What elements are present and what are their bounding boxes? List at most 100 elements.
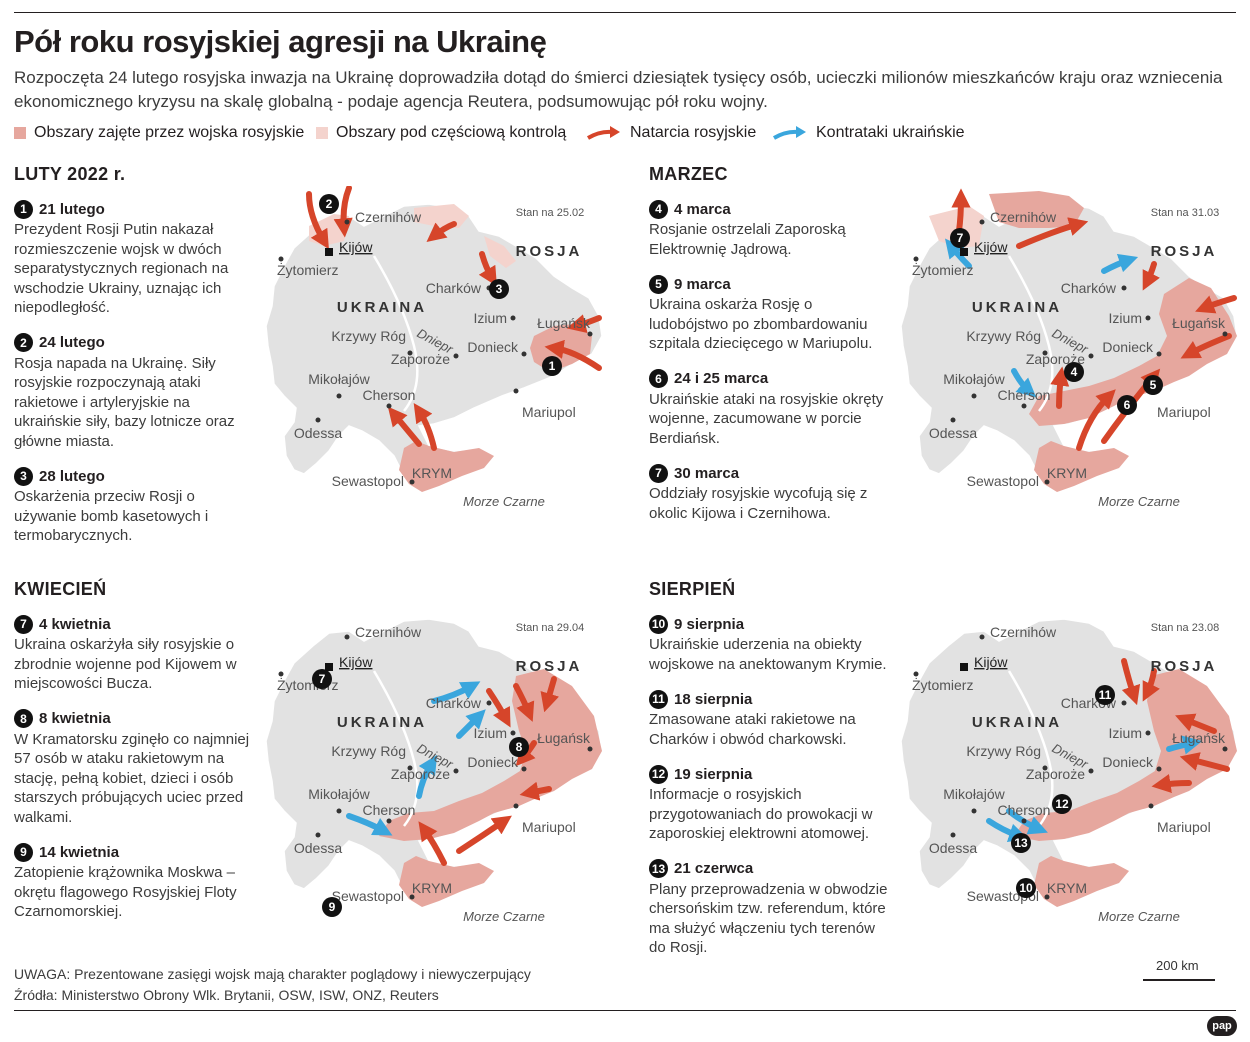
city-dot [1156,351,1162,357]
legend-ukrainian-label: Kontrataki ukraińskie [816,124,965,141]
event-item: 12 19 sierpnia Informacje o rosyjskich prz… [649,763,889,844]
event-description: Oskarżenia przeciw Rosji o używanie bomb… [14,488,209,544]
event-list: 1 21 lutego Prezydent Rosji Putin nakazał … [14,198,254,560]
city-label-odessa: Odessa [929,840,977,856]
city-dot [409,479,415,485]
russian-advance-arrow [486,688,511,728]
city-label-izium: Izium [1109,310,1142,326]
city-dot [336,393,342,399]
city-label-krzywy_rog: Krzywy Róg [966,743,1041,759]
city-dot [979,219,985,225]
event-header: 13 21 czerwca [649,858,889,880]
svg-text:11: 11 [1099,688,1112,702]
russian-advance-arrow [306,191,329,250]
city-label-cherson: Cherson [363,802,416,818]
event-date: 24 lutego [39,334,105,351]
black-sea-label: Morze Czarne [1098,909,1180,924]
event-date: 21 lutego [39,200,105,218]
map-date-label: Stan na 29.04 [516,622,585,634]
city-label-odessa: Odessa [294,840,342,856]
event-number-badge: 10 [649,614,668,634]
city-label-charkow: Charków [426,695,482,711]
map-event-badge: 12 [1052,794,1072,814]
city-dot [513,803,519,809]
map-event-badge: 11 [1095,685,1115,705]
city-dot [1222,331,1228,337]
city-label-kijow: Kijów [339,654,373,670]
russian-advance-arrow [1076,389,1116,451]
city-dot [453,768,459,774]
map-event-badge: 5 [1143,375,1163,395]
city-dot [315,832,321,838]
event-description: Ukraina oskarża Rosję o ludobójstwo po z… [649,296,873,352]
svg-text:3: 3 [496,282,503,296]
ukraine-label: UKRAINA [337,714,427,731]
event-number-badge: 3 [14,466,33,486]
event-date: 18 sierpnia [674,690,753,708]
svg-text:4: 4 [1071,365,1078,379]
legend-russian: Natarcia rosyjskie [586,124,756,142]
russian-advance-arrow [1050,366,1070,409]
svg-text:2: 2 [326,197,333,211]
city-dot [521,766,527,772]
russia-label: ROSJA [1151,243,1218,260]
svg-text:13: 13 [1014,836,1028,850]
russian-advance-arrow [1142,261,1160,291]
city-label-sewastopol: Sewastopol [332,473,404,489]
capital-marker [325,663,333,671]
black-sea-label: Morze Czarne [1098,494,1180,509]
russian-advance-arrow [1142,668,1160,702]
city-label-czernihow: Czernihów [355,624,422,640]
city-dot [278,256,284,262]
city-label-charkow: Charków [1061,280,1117,296]
event-description: Zmasowane ataki rakietowe na Charków i o… [649,711,856,748]
city-dot [1044,479,1050,485]
russian-advance-arrow [566,314,602,333]
map-event-badge: 7 [950,228,970,248]
event-number-badge: 12 [649,764,668,784]
city-dot [344,634,350,640]
city-dot [407,765,413,771]
map-date-label: Stan na 23.08 [1151,622,1220,634]
city-label-czernihow: Czernihów [990,209,1057,225]
occupied-area [1014,669,1237,841]
event-description: Zatopienie krążownika Moskwa – okrętu fl… [14,864,237,920]
russian-advance-arrow [418,821,447,866]
russian-advance-arrow [515,740,537,767]
city-dot [386,403,392,409]
city-label-izium: Izium [474,725,507,741]
footer-notes: UWAGA: Prezentowane zasięgi wojsk mają c… [14,964,531,1006]
occupied-area [1029,278,1237,426]
partial-control-area [484,236,516,268]
event-description: Oddziały rosyjskie wycofują się z okolic… [649,485,868,522]
legend-russian-label: Natarcia rosyjskie [630,124,757,141]
event-item: 9 14 kwietnia Zatopienie krążownika Moskwa… [14,841,254,922]
event-description: Rosjanie ostrzelali Zaporoską Elektrowni… [649,221,846,258]
legend-ukrainian: Kontrataki ukraińskie [772,124,965,142]
event-header: 10 9 sierpnia [649,613,889,635]
city-label-krzywy_rog: Krzywy Róg [331,328,406,344]
event-item: 11 18 sierpnia Zmasowane ataki rakietowe n… [649,688,889,749]
footer-sources: Źródła: Ministerstwo Obrony Wlk. Brytani… [14,987,439,1003]
city-label-zaporoze: Zaporoże [1026,766,1085,782]
city-dot [315,417,321,423]
svg-text:12: 12 [1055,797,1069,811]
event-date: 19 sierpnia [674,765,753,783]
ukrainian-counterattack-arrow [1101,253,1139,274]
dnieper-river [1007,670,1054,827]
city-label-lugansk: Ługańsk [1172,730,1226,746]
event-date: 9 sierpnia [674,615,745,633]
city-dot [950,417,956,423]
event-number-badge: 7 [649,463,668,483]
map-date-label: Stan na 25.02 [516,207,585,219]
svg-text:9: 9 [329,900,336,914]
city-dot [971,393,977,399]
ukrainian-counterattack-arrow [456,709,486,739]
event-date: 4 kwietnia [39,615,111,633]
city-dot [1088,353,1094,359]
crimea-label: KRYM [412,880,452,896]
city-label-lugansk: Ługańsk [537,315,591,331]
russia-label: ROSJA [1151,658,1218,675]
